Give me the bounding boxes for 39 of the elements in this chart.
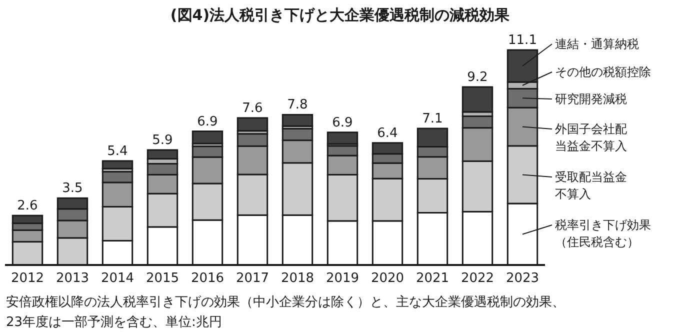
legend-label: 受取配当益金不算入 (555, 170, 627, 201)
series-label: 連結・通算納税 (555, 37, 639, 51)
bar (192, 130, 224, 144)
text: 23年度は一部予測を含む、単位:兆円 (6, 314, 222, 330)
annotation: 11.1 (508, 33, 537, 48)
legend-label: その他の税額控除 (555, 65, 651, 79)
legend-label: 外国子会社配当益金不算入 (555, 122, 627, 153)
x-tick-label: 2016 (190, 271, 224, 286)
x-tick-label: 2013 (56, 271, 90, 286)
annotation: 2.6 (17, 198, 38, 214)
x-tick-label: 2017 (236, 271, 270, 286)
x-tick-label: 2015 (146, 271, 180, 286)
annotation: 6.9 (332, 115, 353, 130)
annotation: 5.9 (152, 132, 173, 148)
bar (282, 114, 314, 127)
x-tick-label: 2021 (416, 271, 450, 286)
annotation: 6.4 (377, 126, 398, 141)
bar (462, 86, 494, 113)
bar (326, 132, 358, 145)
legend-label: 研究開発減税 (555, 92, 627, 106)
annotation: 7.8 (287, 98, 308, 113)
annotation: 7.6 (242, 100, 263, 116)
annotation: 9.2 (467, 70, 488, 85)
bar (102, 160, 134, 170)
chart-title: (図4)法人税引き下げと大企業優遇税制の減税効果 (170, 6, 511, 24)
x-tick-label: 2023 (506, 271, 540, 286)
annotation: 7.1 (422, 111, 443, 126)
x-tick-label: 2014 (100, 271, 134, 286)
x-tick-label: 2020 (370, 271, 404, 286)
annotation: 3.5 (62, 181, 83, 196)
legend-label: 税率引き下げ効果（住民税含む） (555, 218, 651, 249)
x-tick-label: 2012 (10, 271, 44, 286)
x-tick-label: 2022 (460, 271, 494, 286)
annotation: 5.4 (107, 144, 128, 159)
bar (236, 117, 268, 132)
x-tick-label: 2019 (326, 271, 360, 286)
x-tick-label: 2018 (280, 271, 314, 286)
text: 安倍政権以降の法人税率引き下げの効果（中小企業分は除く）と、主な大企業優遇税制の効果、 (6, 294, 565, 310)
annotation: 6.9 (197, 114, 218, 130)
